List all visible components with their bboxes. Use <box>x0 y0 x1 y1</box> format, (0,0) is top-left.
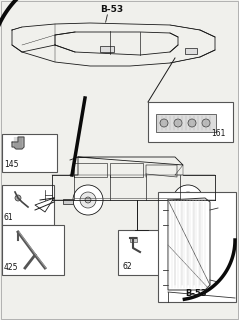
Circle shape <box>15 195 21 201</box>
Bar <box>130 237 137 242</box>
Circle shape <box>173 185 203 215</box>
Circle shape <box>202 119 210 127</box>
Circle shape <box>185 197 191 203</box>
Bar <box>118 230 170 275</box>
Circle shape <box>80 192 96 208</box>
Bar <box>158 192 236 302</box>
Bar <box>148 102 233 142</box>
Circle shape <box>188 119 196 127</box>
Text: 61: 61 <box>4 213 14 222</box>
Text: 161: 161 <box>211 129 225 138</box>
Text: 145: 145 <box>4 160 18 169</box>
Bar <box>63 199 73 204</box>
Bar <box>2 185 54 225</box>
Circle shape <box>85 197 91 203</box>
Bar <box>2 225 64 275</box>
Text: B-53: B-53 <box>185 289 207 298</box>
Circle shape <box>174 119 182 127</box>
Text: 62: 62 <box>123 262 133 271</box>
Circle shape <box>73 185 103 215</box>
Circle shape <box>160 119 168 127</box>
Circle shape <box>180 192 196 208</box>
Polygon shape <box>12 137 24 149</box>
Bar <box>156 114 216 132</box>
Bar <box>2 134 57 172</box>
Bar <box>100 46 114 52</box>
Text: 425: 425 <box>4 263 18 272</box>
Text: B-53: B-53 <box>100 5 123 14</box>
Bar <box>185 48 197 54</box>
